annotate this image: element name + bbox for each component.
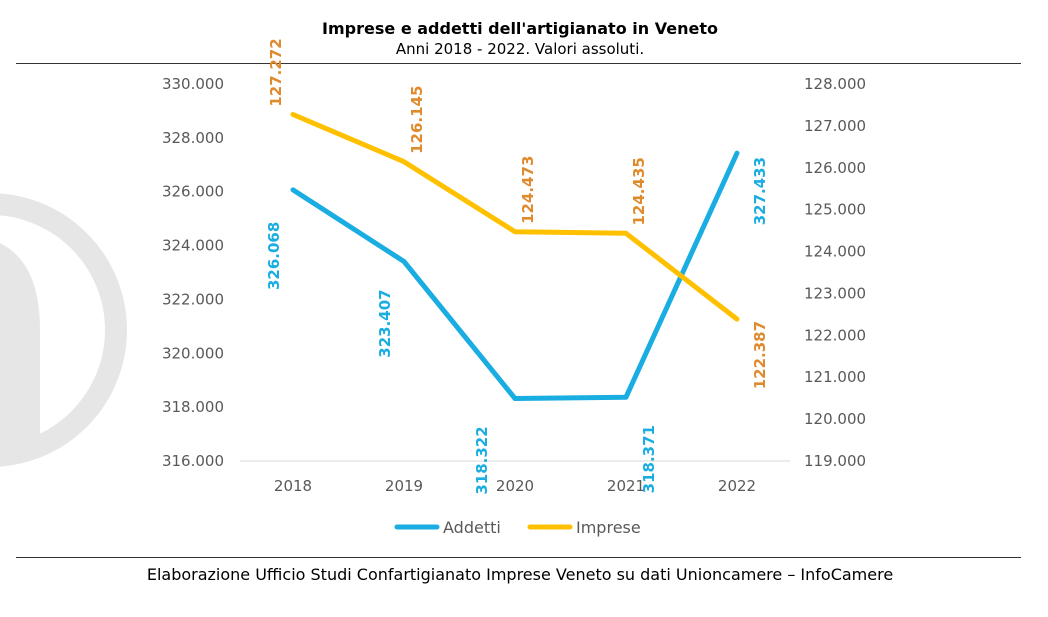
left-axis-tick-7: 330.000 [162, 75, 224, 93]
right-axis-tick-3: 122.000 [804, 326, 866, 344]
x-axis-ticks: 2018 2019 2020 2021 2022 [274, 477, 756, 495]
x-axis-tick-2019: 2019 [385, 477, 423, 495]
watermark-logo [0, 193, 127, 467]
data-label-addetti-2019: 323.407 [376, 289, 394, 357]
left-axis-tick-1: 318.000 [162, 398, 224, 416]
x-axis-tick-2022: 2022 [718, 477, 756, 495]
right-axis-tick-7: 126.000 [804, 159, 866, 177]
top-divider [16, 63, 1021, 64]
data-label-imprese-2019: 126.145 [408, 86, 426, 154]
x-axis-tick-2021: 2021 [607, 477, 645, 495]
data-labels: 326.068 323.407 318.322 318.371 327.433 127.2… [265, 38, 769, 494]
left-axis-tick-3: 322.000 [162, 290, 224, 308]
source-note: Elaborazione Ufficio Studi Confartigiana… [146, 565, 894, 584]
right-axis-ticks: 119.000 120.000 121.000 122.000 123.000 124.0… [804, 75, 866, 470]
right-axis-tick-4: 123.000 [804, 284, 866, 302]
right-axis-tick-6: 125.000 [804, 201, 866, 219]
series-line-imprese [290, 112, 740, 322]
left-axis-tick-5: 326.000 [162, 183, 224, 201]
right-axis-tick-1: 120.000 [804, 410, 866, 428]
series-line-addetti [290, 150, 740, 401]
chart-subtitle: Anni 2018 - 2022. Valori assoluti. [395, 40, 645, 58]
legend: Addetti Imprese [394, 518, 641, 537]
watermark-ring [0, 193, 127, 467]
left-axis-tick-6: 328.000 [162, 129, 224, 147]
left-axis-tick-2: 320.000 [162, 344, 224, 362]
legend-imprese-label: Imprese [576, 518, 641, 537]
data-label-imprese-2022: 122.387 [751, 321, 769, 389]
left-axis-ticks: 316.000 318.000 320.000 322.000 324.000 326.0… [162, 75, 224, 470]
legend-addetti-label: Addetti [443, 518, 501, 537]
series-lines [290, 112, 740, 401]
watermark-glyph [0, 243, 40, 455]
right-axis-tick-2: 121.000 [804, 368, 866, 386]
right-axis-tick-5: 124.000 [804, 243, 866, 261]
data-label-imprese-2020: 124.473 [519, 156, 537, 224]
x-axis-tick-2018: 2018 [274, 477, 312, 495]
left-axis-tick-0: 316.000 [162, 452, 224, 470]
x-axis-tick-2020: 2020 [496, 477, 534, 495]
data-label-addetti-2022: 327.433 [751, 157, 769, 225]
data-label-addetti-2018: 326.068 [265, 222, 283, 290]
data-label-addetti-2020: 318.322 [473, 426, 491, 494]
left-axis-tick-4: 324.000 [162, 237, 224, 255]
data-label-imprese-2021: 124.435 [630, 157, 648, 225]
right-axis-tick-9: 128.000 [804, 75, 866, 93]
data-label-imprese-2018: 127.272 [267, 38, 285, 106]
chart-title: Imprese e addetti dell'artigianato in Ve… [322, 19, 718, 38]
right-axis-tick-0: 119.000 [804, 452, 866, 470]
bottom-divider [16, 557, 1021, 558]
right-axis-tick-8: 127.000 [804, 117, 866, 135]
data-label-addetti-2021: 318.371 [640, 425, 658, 493]
